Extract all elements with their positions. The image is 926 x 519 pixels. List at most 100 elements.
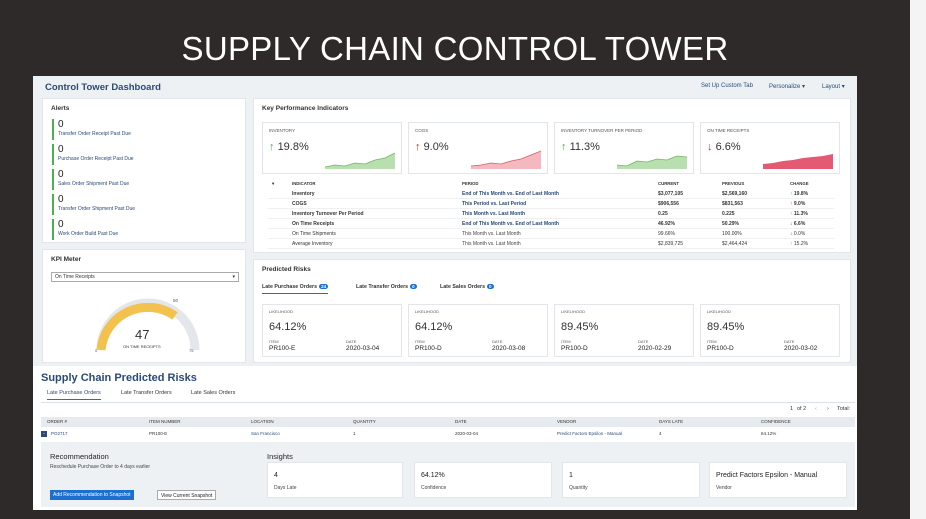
risk-card[interactable]: LIKELIHOOD 89.45% ITEM PR100-D DATE 2020-02-2… (554, 304, 694, 357)
alert-count: 0 (58, 119, 64, 130)
gauge-max: 75 (189, 348, 194, 353)
arrow-up-icon: ↑ (790, 191, 793, 197)
kpi-indicator: On Time Receipts (292, 221, 335, 227)
total-label: Total: (837, 406, 851, 412)
cell-location[interactable]: San Francisco (251, 431, 280, 436)
count-badge: 24 (319, 284, 329, 289)
tab-late-sales-orders[interactable]: Late Sales Orders 0 (440, 284, 494, 290)
tab-late-purchase-orders[interactable]: Late Purchase Orders 24 (262, 284, 329, 294)
likelihood-label: LIKELIHOOD (415, 309, 440, 314)
date-label: DATE (784, 339, 795, 344)
col-header: CHANGE (790, 181, 809, 186)
likelihood-label: LIKELIHOOD (269, 309, 294, 314)
date-value: 2020-03-04 (346, 345, 380, 352)
view-snapshot-button[interactable]: View Current Snapshot (157, 490, 217, 500)
row-divider (268, 198, 834, 199)
page-of: of 2 (797, 406, 807, 412)
kpi-change: ↑ 19.8% (790, 191, 809, 197)
risk-card[interactable]: LIKELIHOOD 89.45% ITEM PR100-D DATE 2020-03-0… (700, 304, 840, 357)
sparkline-on-time (763, 154, 833, 169)
personalize-link[interactable]: Personalize ▾ (769, 84, 806, 90)
kpi-current: $3,077,105 (658, 191, 684, 197)
insight-label: Days Late (274, 485, 297, 491)
alert-label[interactable]: Purchase Order Receipt Past Due (58, 156, 134, 162)
kpi-previous: 0.225 (722, 211, 735, 217)
dashboard-header: Control Tower Dashboard Set Up Custom Ta… (33, 76, 857, 96)
table-row[interactable]: − PO2717 PR100-E San Francisco 1 2020-03… (41, 429, 855, 439)
kpi-previous: 100.00% (722, 231, 742, 237)
col-header[interactable]: QUANTITY (353, 419, 376, 424)
alert-count: 0 (58, 194, 64, 205)
add-recommendation-button[interactable]: Add Recommendation to Snapshot (50, 490, 134, 500)
alert-label[interactable]: Transfer Order Shipment Past Due (58, 206, 136, 212)
alert-count: 0 (58, 144, 64, 155)
sparkline-cogs (471, 150, 541, 169)
alert-item[interactable]: 0 Transfer Order Receipt Past Due (52, 119, 232, 140)
col-header: PERIOD (462, 181, 479, 186)
kpi-table-row: Inventory Turnover Per Period This Month … (254, 209, 834, 219)
kpi-change: ↑ 15.2% (790, 241, 809, 247)
kpi-select-value: On Time Receipts (55, 274, 95, 280)
tab-late-sales-orders-grid[interactable]: Late Sales Orders (191, 390, 236, 396)
insight-value: Predict Factors Epsilon - Manual (716, 472, 818, 479)
kpi-inventory-box[interactable]: INVENTORY ↑ 19.8% (262, 122, 402, 174)
kpi-period: This Month vs. Last Month (462, 211, 526, 217)
tab-late-transfer-orders-grid[interactable]: Late Transfer Orders (121, 390, 172, 396)
col-header[interactable]: DAYS LATE (659, 419, 684, 424)
alert-item[interactable]: 0 Work Order Build Past Due (52, 219, 232, 240)
cell-days-late: 4 (659, 431, 662, 436)
chevron-left-icon[interactable]: ‹ (815, 406, 817, 412)
col-header[interactable]: VENDOR (557, 419, 577, 424)
col-header[interactable]: ORDER # (47, 419, 68, 424)
tab-late-purchase-orders-grid[interactable]: Late Purchase Orders (47, 390, 101, 400)
predicted-risks-card: Predicted Risks Late Purchase Orders 24 L… (253, 259, 851, 363)
cell-vendor[interactable]: Predict Factors Epsilon - Manual (557, 431, 623, 436)
likelihood-value: 89.45% (707, 321, 745, 333)
kpi-cogs-box[interactable]: COGS ↑ 9.0% (408, 122, 548, 174)
insight-label: Confidence (421, 485, 447, 491)
tab-late-transfer-orders[interactable]: Late Transfer Orders 0 (356, 284, 417, 290)
kpi-on-time-box[interactable]: ON TIME RECEIPTS ↓ 6.6% (700, 122, 840, 174)
alert-label[interactable]: Transfer Order Receipt Past Due (58, 131, 131, 137)
col-header[interactable]: CONFIDENCE (761, 419, 791, 424)
kpi-table-row: Inventory End of This Month vs. End of La… (254, 189, 834, 199)
kpi-period: This Month vs. Last Month (462, 241, 521, 247)
layout-link[interactable]: Layout ▾ (822, 84, 845, 90)
col-header: CURRENT (658, 181, 680, 186)
col-header: INDICATOR (292, 181, 316, 186)
arrow-up-icon: ↑ (790, 241, 793, 247)
alert-label[interactable]: Sales Order Shipment Past Due (58, 181, 130, 187)
alert-item[interactable]: 0 Sales Order Shipment Past Due (52, 169, 232, 190)
gauge-chart (96, 298, 200, 351)
risk-card[interactable]: LIKELIHOOD 64.12% ITEM PR100-E DATE 2020-03-0… (262, 304, 402, 357)
alert-item[interactable]: 0 Purchase Order Receipt Past Due (52, 144, 232, 165)
order-link[interactable]: PO2717 (51, 431, 68, 436)
date-value: 2020-03-08 (492, 345, 526, 352)
col-header[interactable]: LOCATION (251, 419, 274, 424)
kpi-turnover-box[interactable]: INVENTORY TURNOVER PER PERIOD ↑ 11.3% (554, 122, 694, 174)
chevron-right-icon[interactable]: › (827, 406, 829, 412)
kpi-select[interactable]: On Time Receipts ▾ (51, 272, 239, 282)
collapse-row-icon[interactable]: − (41, 431, 47, 437)
col-header[interactable]: DATE (455, 419, 467, 424)
date-label: DATE (638, 339, 649, 344)
set-up-custom-tab-link[interactable]: Set Up Custom Tab (701, 83, 753, 89)
grid-header: ORDER # ITEM NUMBER LOCATION QUANTITY DA… (41, 417, 855, 427)
cell-confidence: 64.12% (761, 431, 777, 436)
collapse-icon[interactable]: ▾ (272, 181, 275, 186)
alert-label[interactable]: Work Order Build Past Due (58, 231, 119, 237)
alert-item[interactable]: 0 Transfer Order Shipment Past Due (52, 194, 232, 215)
kpi-period: This Month vs. Last Month (462, 231, 521, 237)
scp-title: Supply Chain Predicted Risks (41, 372, 197, 384)
page-number[interactable]: 1 (790, 406, 794, 412)
kpi-meter-title: KPI Meter (51, 256, 81, 263)
item-value: PR100-D (707, 345, 734, 352)
gauge-value: 47 (135, 327, 150, 342)
kpi-table-row: On Time Shipments This Month vs. Last Mon… (254, 229, 834, 239)
risk-card[interactable]: LIKELIHOOD 64.12% ITEM PR100-D DATE 2020-03-0… (408, 304, 548, 357)
kpi-card: Key Performance Indicators INVENTORY ↑ 1… (253, 98, 851, 253)
kpi-indicator: Inventory Turnover Per Period (292, 211, 364, 217)
arrow-up-icon: ↑ (790, 211, 793, 217)
col-header: PREVIOUS (722, 181, 745, 186)
col-header[interactable]: ITEM NUMBER (149, 419, 181, 424)
